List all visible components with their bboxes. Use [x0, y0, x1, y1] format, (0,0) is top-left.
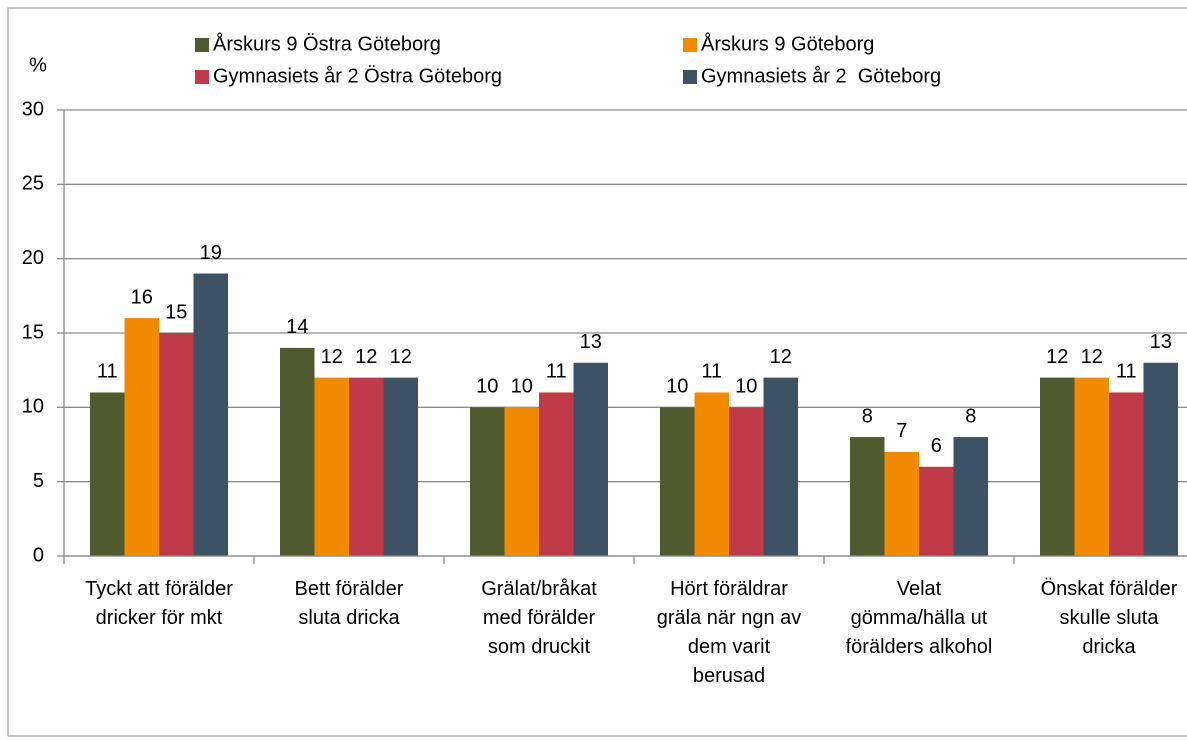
- x-tick-label: Hört föräldrar gräla när ngn av dem varit b…: [657, 578, 802, 687]
- bar: [383, 377, 418, 556]
- data-label: 12: [770, 346, 792, 368]
- legend-label: Årskurs 9 Göteborg: [701, 32, 874, 55]
- data-label: 12: [321, 346, 343, 368]
- data-label: 14: [286, 316, 308, 338]
- y-axis-label: %: [29, 54, 47, 76]
- y-tick-label: 25: [22, 173, 44, 195]
- bar: [850, 437, 885, 556]
- bar: [470, 407, 505, 556]
- bar: [729, 407, 764, 556]
- legend-swatch: [683, 38, 697, 52]
- x-tick-label: Tyckt att förälder dricker för mkt: [85, 578, 233, 629]
- legend-swatch: [195, 70, 209, 84]
- legend-swatch: [195, 38, 209, 52]
- bar: [193, 273, 228, 556]
- bar: [504, 407, 539, 556]
- y-tick-label: 0: [33, 544, 44, 566]
- y-tick-label: 15: [22, 321, 44, 343]
- data-label: 15: [165, 301, 187, 323]
- data-label: 12: [1046, 346, 1068, 368]
- bar: [1143, 362, 1178, 556]
- y-tick-label: 20: [22, 247, 44, 269]
- data-label: 12: [1081, 346, 1103, 368]
- data-label: 10: [735, 376, 757, 398]
- bar: [349, 377, 384, 556]
- data-label: 10: [511, 376, 533, 398]
- data-label: 8: [862, 405, 873, 427]
- x-tick-label: Velat gömma/hälla ut förälders alkohol: [846, 578, 993, 658]
- data-label: 11: [546, 361, 567, 383]
- data-label: 19: [200, 242, 222, 264]
- bar: [314, 377, 349, 556]
- data-label: 12: [355, 346, 377, 368]
- data-label: 7: [896, 420, 907, 442]
- bar: [884, 451, 919, 556]
- x-tick-label: Önskat förälder skulle sluta dricka: [1041, 578, 1178, 658]
- x-tick-label: Grälat/bråkat med förälder som druckit: [481, 578, 597, 658]
- bar: [124, 318, 159, 556]
- bar: [280, 347, 315, 556]
- bar: [919, 466, 954, 556]
- y-tick-label: 5: [33, 470, 44, 492]
- data-label: 12: [390, 346, 412, 368]
- legend-label: Gymnasiets år 2 Göteborg: [701, 65, 941, 87]
- bar: [1040, 377, 1075, 556]
- data-label: 13: [1150, 331, 1172, 353]
- data-label: 16: [131, 286, 153, 308]
- data-label: 8: [965, 405, 976, 427]
- bar: [159, 333, 194, 556]
- data-label: 11: [1116, 361, 1137, 383]
- bar: [660, 407, 695, 556]
- bar: [90, 392, 125, 556]
- data-label: 6: [931, 435, 942, 457]
- data-label: 11: [701, 361, 722, 383]
- bar: [539, 392, 574, 556]
- data-label: 10: [666, 376, 688, 398]
- data-label: 10: [476, 376, 498, 398]
- y-tick-label: 10: [22, 396, 44, 418]
- bar: [1074, 377, 1109, 556]
- data-label: 13: [580, 331, 602, 353]
- bar: [573, 362, 608, 556]
- bar: [953, 437, 988, 556]
- legend-label: Årskurs 9 Östra Göteborg: [213, 32, 441, 55]
- bar: [694, 392, 729, 556]
- data-label: 11: [97, 361, 118, 383]
- legend-label: Gymnasiets år 2 Östra Göteborg: [213, 65, 502, 87]
- legend-swatch: [683, 70, 697, 84]
- y-tick-label: 30: [22, 98, 44, 120]
- bar: [763, 377, 798, 556]
- x-tick-label: Bett förälder sluta dricka: [295, 578, 404, 629]
- bar: [1109, 392, 1144, 556]
